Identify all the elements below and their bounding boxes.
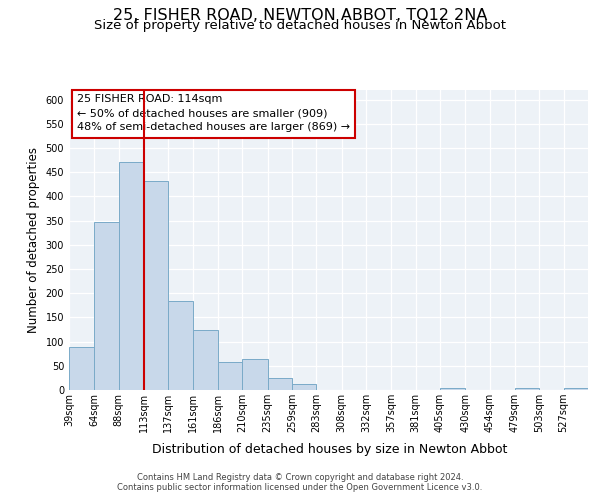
- Bar: [144, 181, 169, 390]
- Bar: [242, 358, 268, 390]
- Y-axis label: Number of detached properties: Number of detached properties: [27, 147, 40, 333]
- Text: Contains public sector information licensed under the Open Government Licence v3: Contains public sector information licen…: [118, 484, 482, 492]
- Text: Size of property relative to detached houses in Newton Abbot: Size of property relative to detached ho…: [94, 19, 506, 32]
- Bar: [292, 384, 316, 390]
- Text: Distribution of detached houses by size in Newton Abbot: Distribution of detached houses by size …: [152, 442, 508, 456]
- Bar: [169, 301, 193, 390]
- Bar: [193, 330, 218, 390]
- Bar: [94, 222, 119, 390]
- Bar: [268, 378, 292, 390]
- Bar: [69, 348, 94, 390]
- Bar: [563, 388, 588, 390]
- Bar: [218, 362, 242, 390]
- Text: 25 FISHER ROAD: 114sqm
← 50% of detached houses are smaller (909)
48% of semi-de: 25 FISHER ROAD: 114sqm ← 50% of detached…: [77, 94, 350, 132]
- Text: Contains HM Land Registry data © Crown copyright and database right 2024.: Contains HM Land Registry data © Crown c…: [137, 472, 463, 482]
- Bar: [440, 388, 466, 390]
- Text: 25, FISHER ROAD, NEWTON ABBOT, TQ12 2NA: 25, FISHER ROAD, NEWTON ABBOT, TQ12 2NA: [113, 8, 487, 22]
- Bar: [119, 162, 144, 390]
- Bar: [515, 388, 539, 390]
